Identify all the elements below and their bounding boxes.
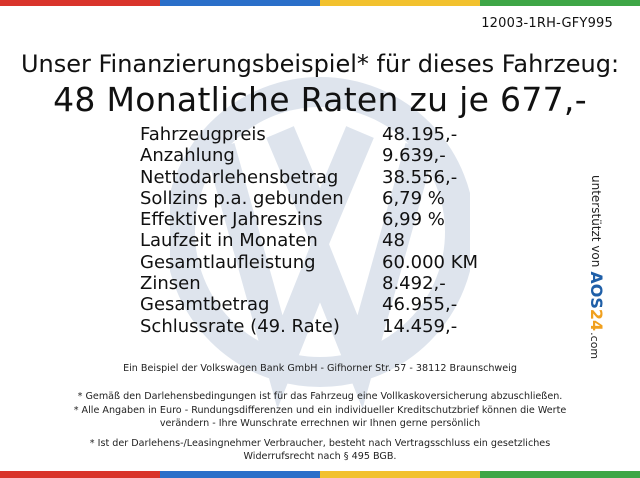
row-label: Nettodarlehensbetrag [140, 166, 339, 188]
reference-code: 12003-1RH-GFY995 [481, 16, 613, 31]
vw-logo-watermark [170, 77, 470, 409]
row-value: 8.492,- [382, 273, 446, 295]
bottom-color-stripe [0, 471, 640, 478]
row-label: Anzahlung [140, 145, 235, 167]
logo-text-24: 24 [587, 308, 606, 332]
financing-headline: Unser Finanzierungsbeispiel* für dieses … [20, 50, 620, 78]
row-label: Zinsen [140, 273, 201, 295]
top-color-stripe [0, 0, 640, 6]
row-label: Fahrzeugpreis [140, 124, 266, 145]
aos24-logo: AOS 24 .com [587, 271, 606, 359]
footnote-rounding-line2: verändern - Ihre Wunschrate errechnen wi… [159, 418, 481, 429]
row-label: Schlussrate (49. Rate) [140, 315, 340, 337]
row-value: 14.459,- [382, 315, 458, 337]
logo-text-com: .com [588, 332, 601, 360]
row-label: Laufzeit in Monaten [140, 230, 318, 252]
footnote-insurance: * Gemäß den Darlehensbedingungen ist für… [77, 391, 563, 402]
row-label: Sollzins p.a. gebunden [140, 187, 344, 209]
monthly-rate-headline: 48 Monatliche Raten zu je 677,- [53, 80, 587, 119]
row-value: 60.000 KM [382, 251, 479, 273]
footnote-rounding-line1: * Alle Angaben in Euro - Rundungsdiffere… [73, 405, 567, 416]
stripe-yellow [320, 471, 480, 478]
stripe-blue [160, 471, 320, 478]
footnote-withdrawal-line2: Widerrufsrecht nach § 495 BGB. [243, 451, 397, 462]
row-value: 48.195,- [382, 124, 458, 145]
stripe-red [0, 0, 160, 6]
logo-text-aos: AOS [587, 271, 606, 309]
row-value: 9.639,- [382, 145, 446, 167]
footnote-withdrawal-line1: * Ist der Darlehens-/Leasingnehmer Verbr… [89, 438, 551, 449]
row-value: 46.955,- [382, 294, 458, 316]
sponsor-credit: unterstützt von AOS 24 .com [587, 175, 606, 359]
row-label: Effektiver Jahreszins [140, 209, 323, 231]
stripe-blue [160, 0, 320, 6]
stripe-yellow [320, 0, 480, 6]
row-label: Gesamtlaufleistung [140, 251, 316, 273]
row-value: 38.556,- [382, 166, 458, 188]
row-value: 6,79 % [382, 187, 445, 209]
row-value: 48 [382, 230, 405, 252]
stripe-green [480, 471, 640, 478]
sponsor-prefix: unterstützt von [589, 175, 604, 268]
stripe-red [0, 471, 160, 478]
bank-line: Ein Beispiel der Volkswagen Bank GmbH - … [123, 363, 517, 374]
stripe-green [480, 0, 640, 6]
row-label: Gesamtbetrag [140, 294, 270, 316]
row-value: 6,99 % [382, 209, 445, 231]
